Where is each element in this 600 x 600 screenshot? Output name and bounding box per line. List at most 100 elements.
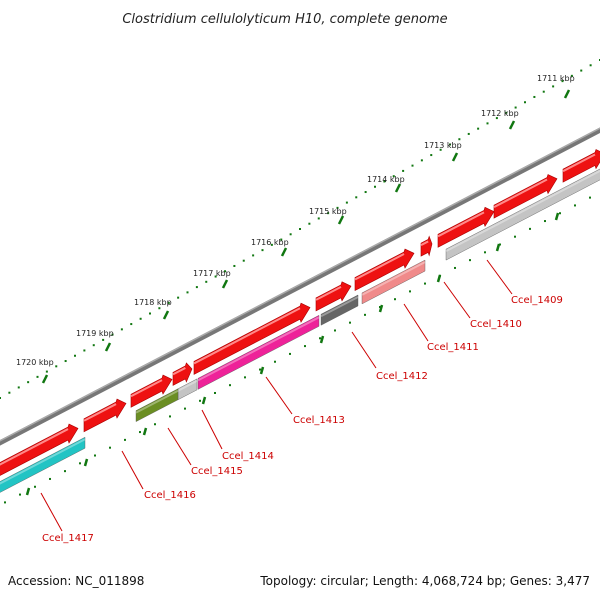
ruler-dot: [552, 85, 555, 88]
gene-label-ccel_1416: Ccel_1416: [144, 490, 196, 501]
ruler-dot: [327, 212, 330, 215]
gene-leader-line: [167, 427, 192, 466]
forward-gene: [172, 362, 193, 386]
ruler-dot: [130, 323, 133, 326]
inner-dot: [124, 438, 126, 441]
ruler-dot: [270, 243, 273, 246]
forward-gene-highlight: [420, 240, 429, 247]
ruler-dot: [392, 175, 395, 178]
gene-leader-line: [486, 259, 513, 295]
ruler-dot: [570, 74, 573, 77]
inner-dot: [364, 313, 366, 316]
inner-dot: [424, 282, 426, 285]
forward-gene-highlight: [437, 211, 485, 238]
accession-text: Accession: NC_011898: [8, 574, 145, 588]
inner-dot: [259, 368, 261, 371]
gene-label-ccel_1415: Ccel_1415: [191, 466, 243, 477]
ruler-dot: [542, 90, 545, 93]
genome-summary-text: Topology: circular; Length: 4,068,724 bp…: [260, 574, 590, 588]
inner-dot: [454, 266, 456, 269]
ruler-label: 1718 kbp: [134, 298, 172, 307]
ruler-dot: [111, 333, 114, 336]
inner-dot: [154, 423, 156, 426]
ruler-dot: [524, 101, 526, 104]
inner-major-tick: [378, 304, 384, 313]
inner-dot: [199, 399, 201, 402]
inner-dot: [214, 391, 216, 394]
inner-dot: [34, 485, 36, 488]
ruler-labels: 1711 kbp 1712 kbp 1713 kbp 1714 kbp 1715 kbp…: [16, 74, 575, 367]
ruler-major-tick: [162, 310, 170, 320]
gene-label-ccel_1417: Ccel_1417: [42, 533, 94, 544]
gene-bar-ccel_1417-highlight: [0, 438, 86, 485]
inner-dot: [394, 298, 396, 301]
inner-major-tick: [25, 487, 31, 496]
inner-dot: [4, 501, 6, 504]
gene-labels: Ccel_1409 Ccel_1410 Ccel_1411 Ccel_1412 Ccel…: [42, 295, 563, 544]
ruler-dot: [158, 307, 161, 310]
gene-label-ccel_1409: Ccel_1409: [511, 295, 563, 306]
forward-gene: [0, 423, 79, 476]
ruler-dot: [205, 280, 208, 283]
gene-leader-line: [40, 492, 63, 532]
ruler-dot: [402, 169, 405, 172]
forward-gene-highlight: [130, 379, 163, 398]
forward-gene: [354, 248, 415, 292]
inner-dot: [64, 470, 66, 473]
forward-gene: [193, 302, 311, 375]
forward-gene-highlight: [0, 428, 69, 466]
gene-leader-line: [265, 376, 293, 415]
forward-gene-highlight: [172, 367, 186, 376]
forward-gene: [493, 174, 558, 219]
gene-leader-line: [351, 331, 377, 369]
ruler-dot: [120, 328, 123, 331]
inner-dot: [244, 376, 246, 379]
forward-gene: [437, 206, 495, 248]
ruler-dot: [336, 206, 339, 209]
ruler-dot: [533, 95, 536, 98]
ruler-dot: [242, 259, 245, 262]
genome-backbone: [0, 127, 600, 446]
inner-dot: [139, 431, 141, 434]
inner-dot: [94, 454, 96, 457]
forward-gene: [315, 281, 352, 312]
ruler-dot: [102, 338, 105, 341]
inner-dot: [274, 360, 276, 363]
ruler-dot: [214, 275, 217, 278]
ruler-major-tick: [508, 120, 516, 130]
ruler-dot: [139, 317, 142, 320]
forward-gene-highlight: [193, 307, 301, 365]
ruler-dot: [224, 270, 226, 273]
ruler-major-tick: [394, 183, 402, 193]
gene-bar-ccel_1409-highlight: [445, 169, 600, 253]
ruler-dot: [477, 127, 480, 130]
ruler-dot: [430, 154, 433, 157]
gene-leader-line: [443, 281, 471, 319]
genome-backbone-highlight: [0, 127, 600, 442]
ruler-dot: [252, 254, 255, 257]
inner-dot: [169, 415, 171, 418]
gene-leader-line: [403, 303, 429, 342]
gene-leader-line: [201, 409, 223, 450]
ruler-dot: [345, 201, 348, 204]
inner-dot: [589, 196, 591, 199]
ruler-dot: [64, 360, 67, 363]
ruler-label: 1720 kbp: [16, 358, 54, 367]
gene-label-ccel_1413: Ccel_1413: [293, 415, 345, 426]
ruler-dot: [177, 296, 180, 299]
inner-ticks: [4, 196, 591, 504]
ruler-dot: [261, 249, 264, 252]
forward-gene-highlight: [354, 253, 405, 281]
gene-bar-ccel_1412: [320, 294, 359, 326]
ruler-label: 1712 kbp: [481, 109, 519, 118]
inner-dot: [289, 352, 291, 355]
ruler-dot: [233, 264, 236, 267]
gene-label-ccel_1410: Ccel_1410: [470, 319, 522, 330]
ruler-dot: [486, 122, 489, 125]
ruler-dot: [280, 238, 283, 241]
ruler-dot: [299, 228, 301, 230]
gene-label-ccel_1414: Ccel_1414: [222, 451, 274, 462]
inner-dot: [79, 462, 81, 465]
forward-gene: [420, 235, 433, 257]
inner-major-tick: [142, 427, 148, 436]
